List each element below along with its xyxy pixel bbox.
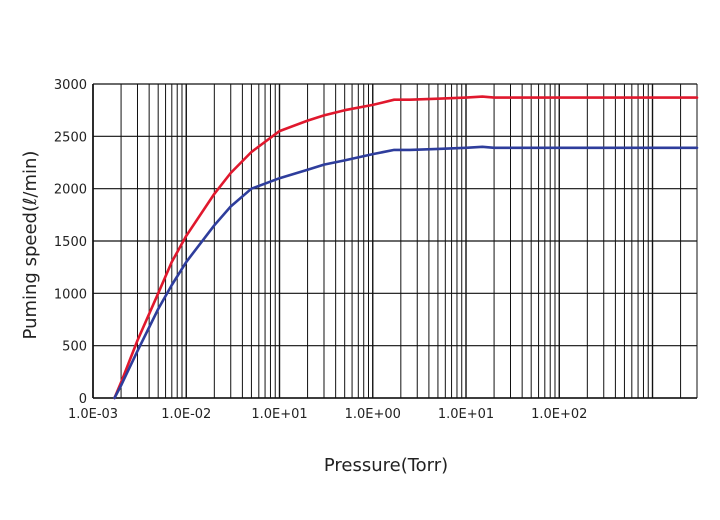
y-tick-label: 1000 xyxy=(54,287,87,302)
series-line-1 xyxy=(113,95,699,400)
y-tick-label: 3000 xyxy=(54,78,87,93)
x-tick-label: 1.0E-03 xyxy=(68,407,118,422)
x-tick-labels: 1.0E-03 1.0E-02 1.0E+01 1.0E+00 1.0E+01 1.0E+… xyxy=(68,407,587,422)
x-tick-label: 1.0E+01 xyxy=(251,407,307,422)
y-tick-label: 2500 xyxy=(54,130,87,145)
y-tick-label: 1500 xyxy=(54,235,87,250)
plot-frame xyxy=(92,84,697,399)
x-tick-label: 1.0E+01 xyxy=(438,407,494,422)
x-axis-label: Pressure(Torr) xyxy=(324,455,448,476)
x-tick-label: 1.0E+00 xyxy=(345,407,401,422)
x-tick-label: 1.0E+02 xyxy=(531,407,587,422)
series-line-2 xyxy=(113,145,699,400)
y-axis-label: Puming speed(ℓ/min) xyxy=(20,151,41,340)
y-tick-label: 2000 xyxy=(54,183,87,198)
grid xyxy=(92,83,698,399)
y-tick-label: 0 xyxy=(79,392,87,407)
y-tick-labels: 0 500 1000 1500 2000 2500 3000 xyxy=(54,78,87,407)
series-lines xyxy=(113,95,699,400)
y-tick-label: 500 xyxy=(62,340,87,355)
x-tick-label: 1.0E-02 xyxy=(161,407,211,422)
